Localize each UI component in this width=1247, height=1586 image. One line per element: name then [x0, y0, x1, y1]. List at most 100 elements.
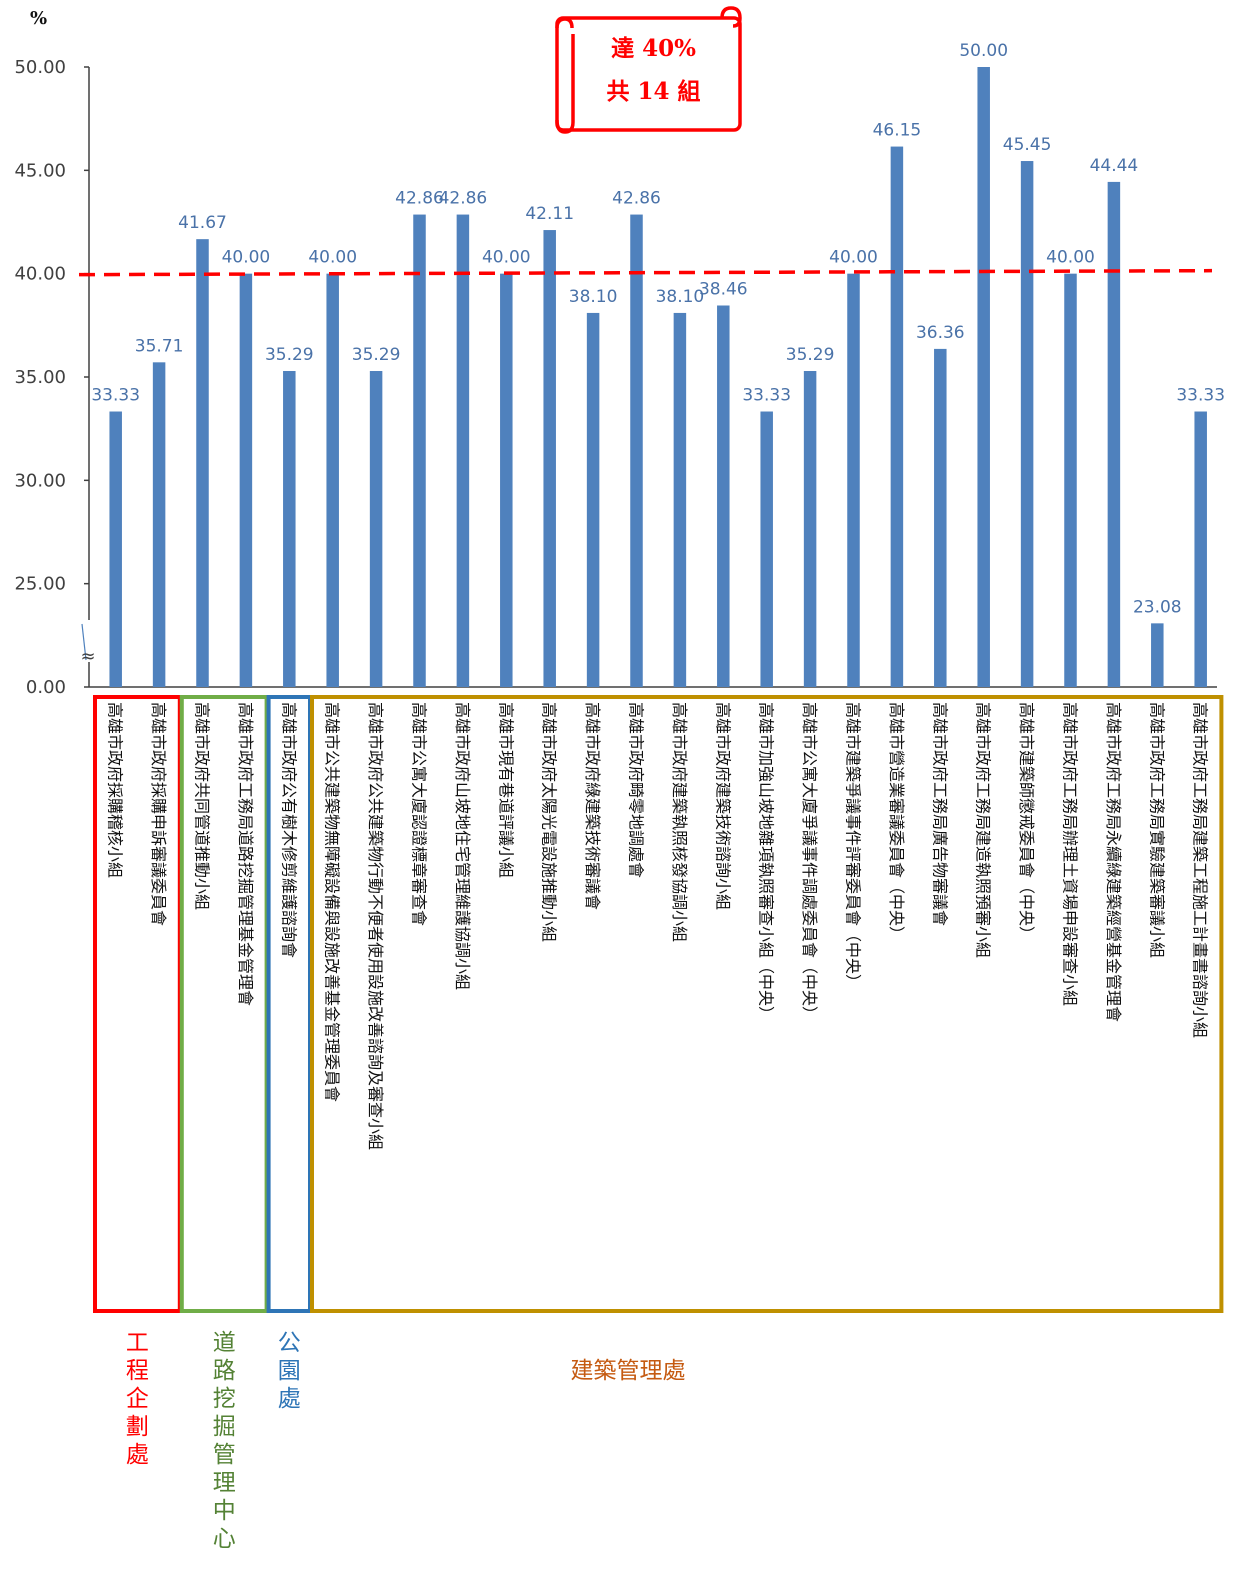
bar-value-label: 50.00 [959, 41, 1008, 61]
category-label: 高雄市政府採購稽核小組 [106, 702, 125, 878]
category-label: 高雄市政府工務局辦理土資場申設審查小組 [1061, 702, 1080, 1006]
group-label: 公園處 [278, 1330, 301, 1412]
value-labels: 33.33 35.71 41.67 40.00 35.29 40.00 35.29 42.86… [91, 41, 1225, 617]
bar-value-label: 23.08 [1133, 597, 1182, 617]
bar-value-label: 40.00 [308, 248, 357, 268]
bar-value-label: 38.46 [699, 279, 748, 299]
bar-value-label: 40.00 [1046, 248, 1095, 268]
bar [586, 312, 600, 687]
bar-value-label: 40.00 [482, 248, 531, 268]
bar-value-label: 42.86 [439, 189, 488, 209]
category-label: 高雄市建築師懲戒委員會（中央） [1017, 702, 1036, 942]
category-label: 高雄市政府綠建築技術審議會 [583, 702, 602, 910]
bar [1194, 411, 1207, 687]
category-groups: 工程企劃處 道路挖掘管理中心 公園處 建築管理處 [93, 695, 1224, 1552]
bar [717, 305, 730, 687]
bar [673, 312, 687, 687]
y-tick-label: 40.00 [14, 264, 66, 285]
bars [109, 67, 1207, 688]
group-label: 工程企劃處 [126, 1330, 149, 1468]
bar [1151, 623, 1164, 687]
axis-break-gap [83, 620, 95, 662]
bar-value-label: 36.36 [916, 323, 965, 343]
bar [456, 214, 470, 687]
category-label: 高雄市政府畸零地調處會 [627, 702, 646, 878]
bar-value-label: 44.44 [1090, 156, 1139, 176]
y-unit-label: % [30, 8, 47, 29]
group-label: 道路挖掘管理中心 [213, 1330, 236, 1552]
bar [760, 411, 773, 687]
category-label: 高雄市公寓大廈爭議事件調處委員會（中央） [800, 702, 819, 1022]
bar [890, 146, 904, 688]
bar [239, 273, 253, 687]
bar [152, 362, 166, 687]
y-tick-label: 25.00 [14, 574, 66, 595]
bar-value-label: 42.86 [395, 189, 444, 209]
bar [369, 371, 383, 687]
callout-box [555, 16, 742, 132]
bar-value-label: 33.33 [1176, 386, 1225, 406]
bar [630, 214, 643, 687]
category-label: 高雄市現有巷道評議小組 [496, 702, 515, 878]
callout-scroll-curl [720, 6, 742, 28]
category-label: 高雄市政府山坡地住宅管理維護協調小組 [453, 702, 472, 990]
category-label: 高雄市政府工務局建造執照預審小組 [974, 702, 993, 958]
bar-value-label: 35.29 [265, 345, 314, 365]
bar-value-label: 42.11 [525, 204, 574, 224]
bar [934, 348, 947, 687]
axis-break-line [81, 623, 87, 661]
bar [1020, 161, 1034, 688]
category-label: 高雄市營造業審議委員會（中央） [887, 702, 906, 942]
bar-value-label: 46.15 [873, 121, 922, 141]
group-box [93, 695, 182, 1313]
bar [977, 67, 990, 687]
category-label: 高雄市政府工務局實驗建築審議小組 [1147, 702, 1166, 958]
threshold-callout: 達 40% 共 14 組 [555, 6, 742, 134]
category-label: 高雄市公共建築物無障礙設備與設施改善基金管理委員會 [323, 702, 342, 1102]
category-label: 高雄市政府太陽光電設施推動小組 [540, 702, 559, 942]
bar [109, 411, 122, 687]
category-labels: 高雄市政府採購稽核小組 高雄市政府採購申訴審議委員會 高雄市政府共同管道推動小組 高雄… [106, 702, 1210, 1150]
threshold-line [78, 268, 1213, 277]
callout-line-2: 共 14 組 [606, 78, 700, 105]
y-tick-label: 50.00 [14, 57, 66, 78]
bar-value-label: 41.67 [178, 213, 227, 233]
category-label: 高雄市政府共同管道推動小組 [193, 702, 212, 910]
bar [1107, 181, 1121, 687]
category-label: 高雄市政府工務局永續綠建築經營基金管理會 [1104, 702, 1123, 1022]
y-tick-label: 35.00 [14, 367, 66, 388]
callout-scroll-edge [555, 34, 575, 134]
bar-value-label: 38.10 [656, 287, 705, 307]
callout-scroll-curl [555, 17, 574, 29]
category-label: 高雄市政府公共建築物行動不便者使用設施改善諮詢及審查小組 [366, 702, 385, 1150]
category-label: 高雄市政府工務局廣告物審議會 [930, 702, 949, 926]
bar [413, 214, 426, 687]
bar [500, 273, 513, 687]
category-label: 高雄市政府採購申訴審議委員會 [149, 702, 168, 926]
group-box [179, 695, 269, 1313]
category-label: 高雄市政府建築執照核發協調小組 [670, 702, 689, 942]
group-box [310, 695, 1224, 1313]
threshold-dashed-line [78, 268, 1213, 277]
bar [196, 239, 209, 688]
bar-value-label: 35.71 [135, 336, 184, 356]
bar [847, 273, 860, 687]
bar-value-label: 45.45 [1003, 135, 1052, 155]
axes: % 0.00 25.00 30.00 35.00 40.00 45.00 50.00 ≈ [14, 8, 1217, 698]
bar [326, 273, 339, 687]
category-label: 高雄市加強山坡地雜項執照審查小組（中央） [757, 702, 776, 1022]
y-tick-label: 0.00 [26, 677, 66, 698]
callout-line-1: 達 40% [611, 35, 696, 62]
bar-value-label: 38.10 [569, 287, 618, 307]
category-label: 高雄市公寓大廈認證標章審查會 [410, 702, 429, 926]
bar-value-label: 33.33 [91, 386, 140, 406]
category-label: 高雄市政府工務局道路挖掘管理基金管理會 [236, 702, 255, 1006]
category-label: 高雄市建築爭議事件評審委員會（中央） [844, 702, 863, 990]
category-label: 高雄市政府建築技術諮詢小組 [713, 702, 732, 910]
bar-value-label: 33.33 [742, 386, 791, 406]
bar [803, 371, 817, 687]
group-label: 建築管理處 [571, 1358, 686, 1384]
y-tick-label: 30.00 [14, 470, 66, 491]
bar-value-label: 40.00 [222, 248, 271, 268]
